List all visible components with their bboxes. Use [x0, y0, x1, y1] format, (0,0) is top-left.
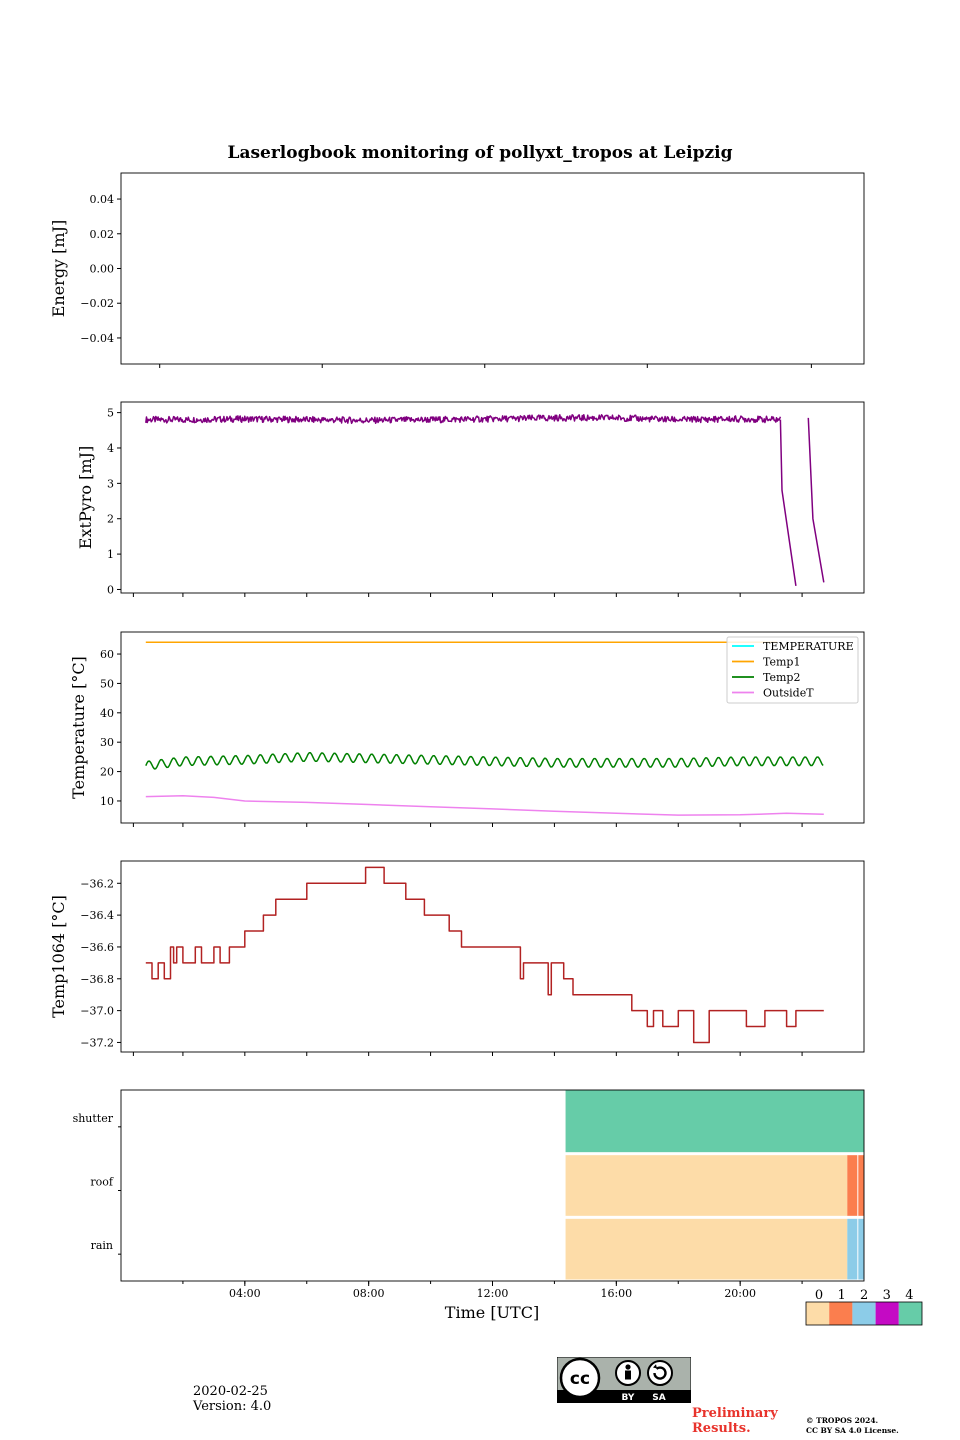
y-tick-label: −37.0: [80, 1005, 114, 1018]
row-label-roof: roof: [90, 1176, 114, 1189]
y-axis-label-extpyro: ExtPyro [mJ]: [76, 446, 95, 549]
series-line-outsidet: [145, 794, 824, 816]
colorbar-tick-label: 0: [815, 1288, 823, 1303]
cc-sa-text: SA: [652, 1393, 665, 1403]
panel-temp1064: −36.2 −36.4 −36.6 −36.8 −37.0 −37.2 Temp1064 […: [49, 860, 865, 1056]
y-tick-label: 10: [100, 795, 114, 808]
panel-extpyro: 0 1 2 3 4 5 ExtPyro [mJ]: [76, 401, 865, 597]
series-line-extpyro: [145, 414, 782, 425]
colorbar-swatch-1: [829, 1302, 853, 1325]
y-axis-label-temperature: Temperature [°C]: [69, 656, 88, 799]
preliminary-results-note: Preliminary Results.: [692, 1406, 778, 1436]
x-tick-label: 20:00: [724, 1287, 756, 1300]
panel-energy: 0.04 0.02 0.00 −0.02 −0.04 Energy [mJ]: [49, 172, 865, 368]
y-tick-label: −0.04: [80, 332, 114, 345]
y-tick-label: 30: [100, 736, 114, 749]
copyright-notice: © TROPOS 2024. CC BY SA 4.0 License.: [806, 1416, 899, 1436]
y-tick-label: −36.8: [80, 973, 114, 986]
legend-box: [726, 636, 859, 704]
series-line-extpyro-drop-1: [779, 419, 797, 587]
version-label: Version: 4.0: [193, 1399, 272, 1414]
cc-by-sa-logo: cc BY SA: [556, 1356, 692, 1404]
y-tick-label: 0.04: [90, 193, 115, 206]
axes-frame: [120, 172, 865, 365]
legend-label-temp2: Temp2: [763, 671, 800, 684]
y-tick-label: 2: [107, 513, 114, 526]
x-tick-label: 12:00: [477, 1287, 509, 1300]
preliminary-line1: Preliminary: [692, 1406, 778, 1421]
y-tick-label: −36.6: [80, 941, 114, 954]
axes-frame: [120, 401, 865, 594]
copyright-line1: © TROPOS 2024.: [806, 1416, 879, 1425]
x-tick-label: 04:00: [229, 1287, 261, 1300]
colorbar-tick-label: 3: [883, 1288, 891, 1303]
copyright-line2: CC BY SA 4.0 License.: [806, 1426, 899, 1435]
y-tick-label: 0: [107, 583, 114, 596]
svg-text:cc: cc: [570, 1369, 590, 1389]
status-segment-rain-4: [847, 1218, 864, 1280]
preliminary-line2: Results.: [692, 1421, 751, 1436]
y-tick-label: −37.2: [80, 1036, 114, 1049]
row-label-rain: rain: [91, 1239, 113, 1252]
x-tick-label: 08:00: [353, 1287, 385, 1300]
date-version: 2020-02-25 Version: 4.0: [193, 1384, 271, 1414]
x-tick-label: 16:00: [600, 1287, 632, 1300]
chart-title: Laserlogbook monitoring of pollyxt_tropo…: [227, 143, 732, 163]
colorbar-swatch-4: [898, 1302, 922, 1325]
colorbar-tick-label: 1: [837, 1288, 845, 1303]
x-axis-label: Time [UTC]: [445, 1303, 539, 1322]
y-tick-label: 60: [100, 648, 114, 661]
legend: TEMPERATURE Temp1 Temp2 OutsideT: [726, 636, 859, 704]
colorbar-tick-label: 4: [905, 1288, 913, 1303]
colorbar-swatch-0: [806, 1302, 830, 1325]
y-tick-label: −36.4: [80, 909, 114, 922]
y-axis-label-energy: Energy [mJ]: [49, 220, 68, 318]
status-segment-rain-3: [565, 1218, 848, 1280]
series-line-temp1064: [145, 866, 824, 1044]
cc-by-text: BY: [622, 1393, 635, 1403]
y-tick-label: 4: [107, 442, 114, 455]
y-tick-label: −0.02: [80, 297, 114, 310]
y-tick-label: 50: [100, 677, 114, 690]
series-line-temp2: [145, 752, 824, 770]
y-tick-label: 3: [107, 477, 114, 490]
y-tick-label: 5: [107, 407, 114, 420]
y-tick-label: 20: [100, 766, 114, 779]
colorbar-frame: [805, 1301, 923, 1326]
y-tick-label: −36.2: [80, 877, 114, 890]
y-tick-label: 0.02: [90, 228, 115, 241]
colorbar-swatch-3: [875, 1302, 899, 1325]
legend-label-outsidet: OutsideT: [763, 687, 814, 700]
axes-frame: [120, 860, 865, 1053]
row-label-shutter: shutter: [73, 1112, 114, 1125]
y-tick-label: 1: [107, 548, 114, 561]
status-segment-shutter-0: [565, 1090, 864, 1153]
legend-label-temp1: Temp1: [763, 656, 800, 669]
y-axis-label-temp1064: Temp1064 [°C]: [49, 895, 68, 1018]
colorbar-tick-label: 2: [860, 1288, 868, 1303]
status-segment-roof-2: [847, 1155, 864, 1216]
panel-status: shutter roof rain 04:00 08:00 12:00 16:00 20:00…: [73, 1089, 923, 1326]
series-line-extpyro-drop-2: [807, 417, 825, 583]
y-tick-label: 0.00: [90, 263, 115, 276]
status-segment-roof-1: [565, 1155, 848, 1216]
colorbar-swatch-2: [852, 1302, 876, 1325]
legend-label-temperature: TEMPERATURE: [763, 640, 854, 653]
y-tick-label: 40: [100, 707, 114, 720]
date-label: 2020-02-25: [193, 1384, 268, 1399]
